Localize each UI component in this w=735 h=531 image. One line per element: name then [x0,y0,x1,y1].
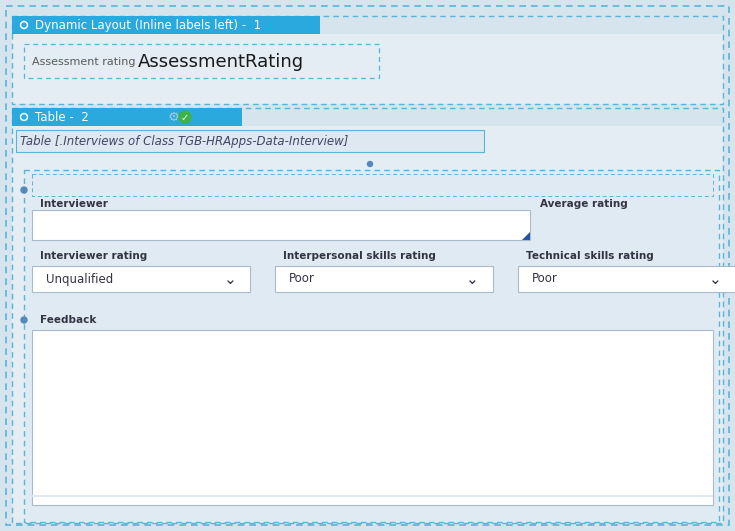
Text: Feedback: Feedback [40,315,96,325]
Text: Table -  2: Table - 2 [35,111,89,124]
Bar [24,170,719,522]
Text: Table [.Interviews of Class TGB-HRApps-Data-Interview]: Table [.Interviews of Class TGB-HRApps-D… [20,135,348,149]
Text: ⌄: ⌄ [709,271,721,287]
Text: Average rating: Average rating [540,199,628,209]
Bar [24,44,379,78]
Circle shape [21,317,27,323]
Circle shape [21,21,27,29]
Text: ✓: ✓ [181,113,189,123]
Bar [12,34,723,104]
Bar [518,266,735,292]
Circle shape [22,115,26,119]
Text: Interviewer rating: Interviewer rating [40,251,147,261]
Bar [12,126,723,523]
Text: Interpersonal skills rating: Interpersonal skills rating [283,251,436,261]
Bar [12,16,320,34]
Bar [32,495,713,497]
Circle shape [19,112,29,122]
Circle shape [179,111,191,123]
Text: Poor: Poor [532,272,558,286]
Circle shape [22,23,26,27]
Text: AssessmentRating: AssessmentRating [138,53,304,71]
Text: Dynamic Layout (Inline labels left) -  1: Dynamic Layout (Inline labels left) - 1 [35,19,261,32]
Text: Technical skills rating: Technical skills rating [526,251,653,261]
Bar [32,210,530,240]
Circle shape [21,187,27,193]
Bar [275,266,493,292]
Circle shape [368,161,373,167]
Bar [25,171,718,521]
Bar [12,108,242,126]
Circle shape [19,20,29,30]
Text: ⌄: ⌄ [466,271,478,287]
Text: ⚙: ⚙ [168,111,180,124]
Text: Assessment rating: Assessment rating [32,57,135,67]
Text: Unqualified: Unqualified [46,272,113,286]
Polygon shape [522,232,530,240]
Text: Interviewer: Interviewer [40,199,108,209]
Text: Poor: Poor [289,272,315,286]
Bar [32,330,713,505]
Circle shape [21,114,27,121]
Bar [32,266,250,292]
Text: ⌄: ⌄ [223,271,237,287]
Bar [12,108,723,523]
Bar [16,130,484,152]
Bar [12,16,723,104]
Bar [32,174,713,196]
